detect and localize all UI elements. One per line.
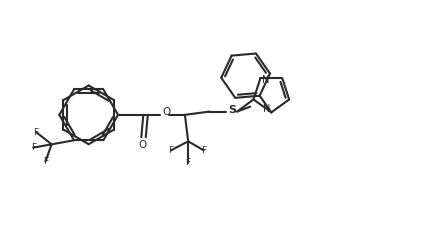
Text: F: F <box>168 146 173 155</box>
Text: O: O <box>162 108 170 117</box>
Text: F: F <box>43 157 48 166</box>
Text: N: N <box>263 104 270 114</box>
Text: S: S <box>228 105 236 115</box>
Text: F: F <box>33 128 39 137</box>
Text: F: F <box>201 146 206 155</box>
Text: F: F <box>31 143 36 152</box>
Text: N: N <box>262 75 270 85</box>
Text: O: O <box>139 140 147 150</box>
Text: F: F <box>186 158 191 167</box>
